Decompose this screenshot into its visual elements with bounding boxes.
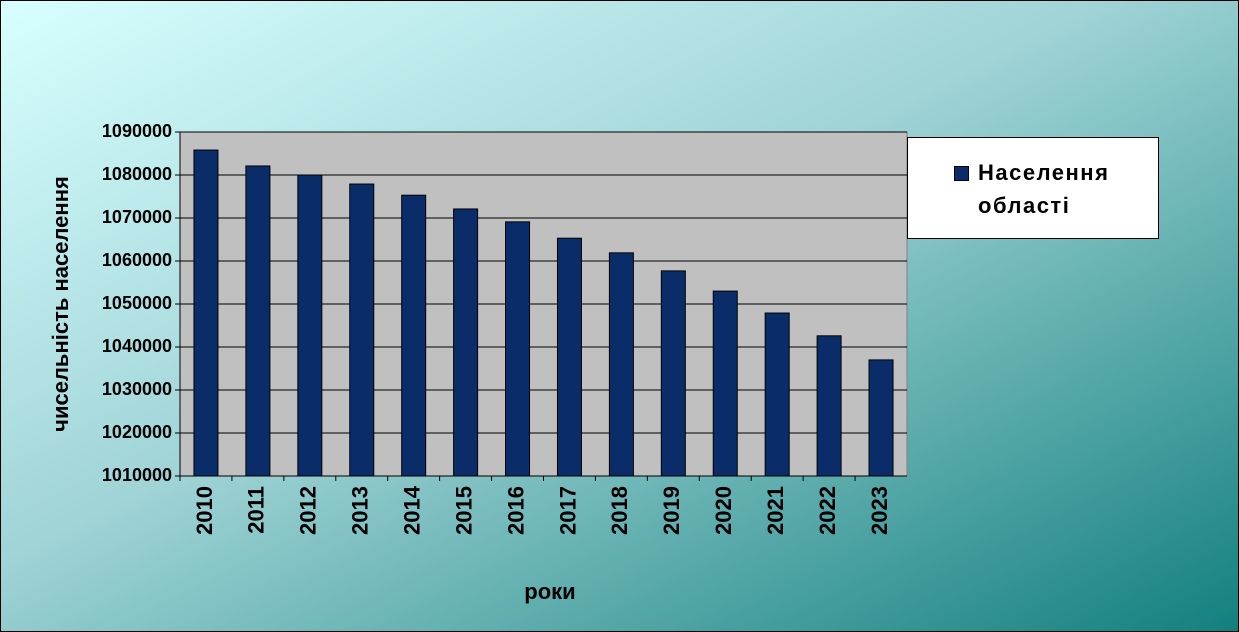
y-tick-label: 1040000 bbox=[102, 336, 172, 356]
bar bbox=[556, 237, 582, 477]
x-tick-label: 2016 bbox=[503, 486, 528, 535]
x-tick-label: 2019 bbox=[659, 486, 684, 535]
bar bbox=[453, 208, 479, 477]
bar bbox=[245, 165, 271, 477]
x-tick-label: 2023 bbox=[867, 486, 892, 535]
bar bbox=[608, 252, 634, 477]
bar bbox=[297, 174, 323, 477]
bar bbox=[660, 270, 686, 477]
x-tick-label: 2018 bbox=[607, 486, 632, 535]
bar bbox=[764, 312, 790, 477]
bar bbox=[401, 194, 427, 477]
bar bbox=[868, 359, 894, 477]
x-tick-label: 2022 bbox=[815, 486, 840, 535]
bar bbox=[816, 335, 842, 477]
x-tick-label: 2013 bbox=[348, 486, 373, 535]
bar bbox=[349, 183, 375, 477]
legend-label: Населення області bbox=[978, 160, 1110, 218]
x-tick-label: 2015 bbox=[451, 486, 476, 535]
x-tick-label: 2021 bbox=[763, 486, 788, 535]
y-tick-label: 1090000 bbox=[102, 121, 172, 141]
x-axis-title: роки bbox=[524, 579, 575, 604]
x-tick-label: 2014 bbox=[399, 485, 424, 535]
y-axis-title: чисельність населення bbox=[48, 176, 73, 432]
x-tick-label: 2010 bbox=[192, 486, 217, 535]
y-tick-label: 1080000 bbox=[102, 164, 172, 184]
bar bbox=[193, 149, 219, 477]
x-tick-label: 2017 bbox=[555, 486, 580, 535]
x-tick-label: 2012 bbox=[296, 486, 321, 535]
y-tick-label: 1010000 bbox=[102, 465, 172, 485]
y-tick-label: 1030000 bbox=[102, 379, 172, 399]
x-tick-label: 2020 bbox=[711, 486, 736, 535]
y-tick-label: 1020000 bbox=[102, 422, 172, 442]
y-tick-label: 1070000 bbox=[102, 207, 172, 227]
legend-swatch bbox=[954, 166, 969, 181]
legend: Населення області bbox=[907, 137, 1159, 239]
bar bbox=[712, 290, 738, 477]
bar bbox=[505, 221, 531, 477]
y-tick-label: 1060000 bbox=[102, 250, 172, 270]
x-tick-label: 2011 bbox=[244, 486, 269, 534]
y-tick-label: 1050000 bbox=[102, 293, 172, 313]
